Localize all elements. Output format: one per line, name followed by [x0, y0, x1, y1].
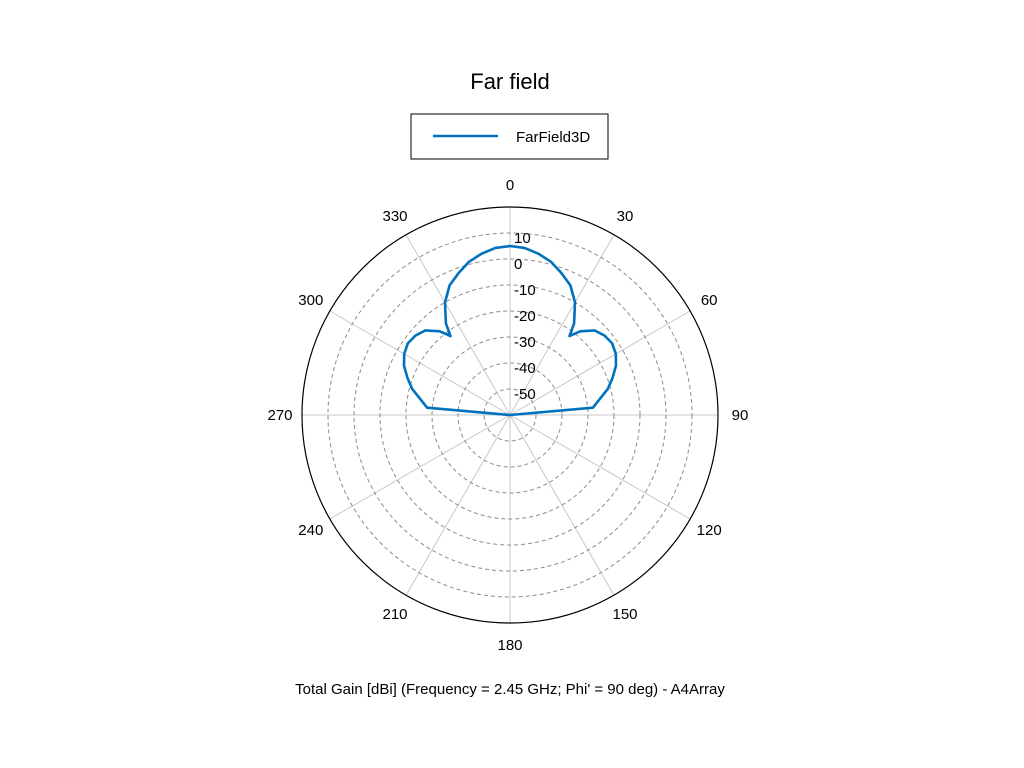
angle-tick-label-120: 120: [697, 522, 722, 539]
radial-tick-label--20: -20: [514, 308, 536, 325]
radial-tick-label--30: -30: [514, 334, 536, 351]
radial-tick-label--40: -40: [514, 360, 536, 377]
radial-gridline--10: [379, 284, 641, 546]
legend-label-farfield3d: FarField3D: [516, 129, 590, 146]
series-line-farfield3d: [402, 244, 618, 417]
chart-caption: Total Gain [dBi] (Frequency = 2.45 GHz; …: [295, 681, 725, 698]
angle-tick-label-60: 60: [701, 292, 718, 309]
legend: FarField3D: [410, 113, 609, 160]
radial-gridline--30: [431, 336, 589, 494]
radial-tick-label-0: 0: [514, 256, 522, 273]
radial-tick-label--50: -50: [514, 386, 536, 403]
angle-tick-label-150: 150: [612, 606, 637, 623]
angle-tick-label-210: 210: [382, 606, 407, 623]
radial-tick-label-10: 10: [514, 230, 531, 247]
radial-gridline--20: [405, 310, 615, 520]
angle-tick-label-240: 240: [298, 522, 323, 539]
radial-gridline--40: [457, 362, 563, 468]
angle-tick-label-90: 90: [732, 407, 749, 424]
radial-gridline--50: [483, 388, 537, 442]
angle-gridline-30: [509, 234, 615, 416]
angle-gridline-120: [509, 414, 691, 520]
angle-tick-label-300: 300: [298, 292, 323, 309]
radial-gridline-0: [353, 258, 667, 572]
angle-tick-label-270: 270: [267, 407, 292, 424]
angle-gridline-240: [329, 414, 511, 520]
angle-tick-label-330: 330: [382, 208, 407, 225]
angle-tick-label-30: 30: [617, 208, 634, 225]
chart-title: Far field: [470, 69, 549, 94]
angle-tick-label-0: 0: [506, 177, 514, 194]
polar-outer-circle: [301, 206, 719, 624]
angle-tick-label-180: 180: [497, 637, 522, 654]
radial-tick-label--10: -10: [514, 282, 536, 299]
radial-gridline-10: [327, 232, 693, 598]
